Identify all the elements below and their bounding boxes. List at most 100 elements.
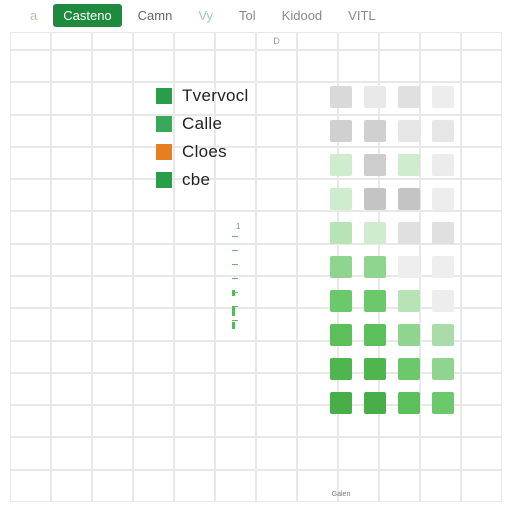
cell[interactable] (92, 437, 133, 469)
col-header-2[interactable] (92, 32, 133, 50)
col-header-4[interactable] (174, 32, 215, 50)
cell[interactable] (174, 437, 215, 469)
cell[interactable] (174, 276, 215, 308)
ribbon-tab-5[interactable]: Kidood (272, 4, 332, 27)
cell[interactable] (51, 470, 92, 502)
cell[interactable] (461, 308, 502, 340)
cell[interactable] (133, 308, 174, 340)
cell[interactable] (461, 179, 502, 211)
cell[interactable] (256, 341, 297, 373)
cell[interactable] (10, 82, 51, 114)
cell[interactable] (256, 276, 297, 308)
cell[interactable] (461, 373, 502, 405)
cell[interactable] (215, 50, 256, 82)
cell[interactable] (461, 276, 502, 308)
cell[interactable] (51, 211, 92, 243)
cell[interactable] (256, 82, 297, 114)
cell[interactable] (297, 50, 338, 82)
cell[interactable] (338, 437, 379, 469)
col-header-7[interactable] (297, 32, 338, 50)
legend-item-3[interactable]: cbe (156, 170, 249, 190)
cell[interactable] (92, 276, 133, 308)
cell[interactable] (133, 244, 174, 276)
col-header-5[interactable] (215, 32, 256, 50)
cell[interactable] (215, 341, 256, 373)
cell[interactable] (256, 147, 297, 179)
cell[interactable] (256, 437, 297, 469)
cell[interactable] (92, 50, 133, 82)
cell[interactable] (92, 405, 133, 437)
cell[interactable] (133, 437, 174, 469)
cell[interactable] (10, 211, 51, 243)
cell[interactable] (256, 244, 297, 276)
ribbon-tab-2[interactable]: Camn (128, 4, 183, 27)
ribbon-tab-1[interactable]: Casteno (53, 4, 121, 27)
cell[interactable] (10, 437, 51, 469)
col-header-11[interactable] (461, 32, 502, 50)
cell[interactable] (92, 308, 133, 340)
cell[interactable] (51, 82, 92, 114)
cell[interactable] (10, 179, 51, 211)
cell[interactable] (92, 115, 133, 147)
cell[interactable] (92, 82, 133, 114)
legend-item-1[interactable]: Calle (156, 114, 249, 134)
cell[interactable] (420, 437, 461, 469)
cell[interactable] (256, 405, 297, 437)
cell[interactable] (461, 341, 502, 373)
cell[interactable] (379, 50, 420, 82)
cell[interactable] (51, 341, 92, 373)
cell[interactable] (215, 437, 256, 469)
cell[interactable] (256, 179, 297, 211)
cell[interactable] (420, 470, 461, 502)
legend-item-2[interactable]: Cloes (156, 142, 249, 162)
cell[interactable] (461, 115, 502, 147)
cell[interactable] (10, 308, 51, 340)
cell[interactable] (215, 405, 256, 437)
cell[interactable] (256, 211, 297, 243)
cell[interactable] (10, 341, 51, 373)
cell[interactable] (256, 470, 297, 502)
cell[interactable] (51, 373, 92, 405)
cell[interactable] (51, 147, 92, 179)
cell[interactable] (215, 308, 256, 340)
cell[interactable] (174, 341, 215, 373)
cell[interactable] (174, 244, 215, 276)
cell[interactable] (10, 470, 51, 502)
cell[interactable] (92, 470, 133, 502)
cell[interactable] (461, 405, 502, 437)
col-header-1[interactable] (51, 32, 92, 50)
col-header-8[interactable] (338, 32, 379, 50)
cell[interactable] (133, 276, 174, 308)
cell[interactable] (379, 437, 420, 469)
cell[interactable] (174, 405, 215, 437)
cell[interactable] (133, 470, 174, 502)
ribbon-tab-3[interactable]: Vy (188, 4, 223, 27)
col-header-10[interactable] (420, 32, 461, 50)
cell[interactable] (174, 50, 215, 82)
cell[interactable] (51, 405, 92, 437)
col-header-6[interactable]: D (256, 32, 297, 50)
cell[interactable] (461, 50, 502, 82)
cell[interactable] (92, 211, 133, 243)
cell[interactable] (215, 470, 256, 502)
cell[interactable] (256, 115, 297, 147)
cell[interactable] (215, 373, 256, 405)
cell[interactable] (174, 470, 215, 502)
cell[interactable] (420, 50, 461, 82)
cell[interactable] (92, 179, 133, 211)
cell[interactable] (10, 276, 51, 308)
cell[interactable] (51, 437, 92, 469)
cell[interactable] (92, 341, 133, 373)
cell[interactable] (133, 211, 174, 243)
cell[interactable] (51, 244, 92, 276)
cell[interactable] (10, 147, 51, 179)
cell[interactable] (10, 244, 51, 276)
ribbon-tab-4[interactable]: Tol (229, 4, 266, 27)
cell[interactable] (461, 147, 502, 179)
cell[interactable] (338, 50, 379, 82)
cell[interactable] (51, 50, 92, 82)
cell[interactable] (51, 179, 92, 211)
cell[interactable] (51, 276, 92, 308)
cell[interactable] (92, 147, 133, 179)
cell[interactable] (174, 308, 215, 340)
